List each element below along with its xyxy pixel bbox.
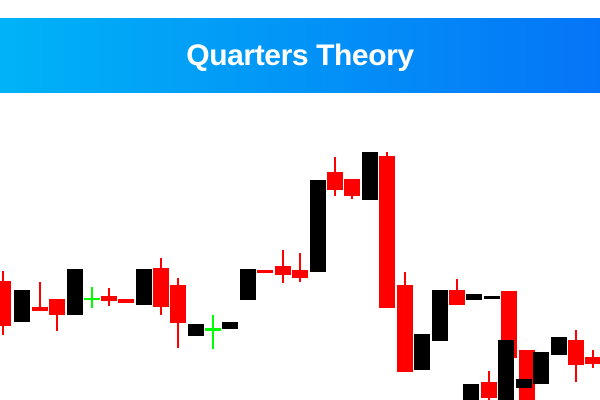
candle-body — [136, 269, 152, 305]
candle-body — [463, 384, 479, 400]
candle-wick — [212, 315, 214, 349]
candlestick — [0, 93, 600, 400]
candlestick — [0, 93, 600, 400]
candlestick — [0, 93, 600, 400]
candle-wick — [299, 253, 301, 282]
candlestick — [0, 93, 600, 400]
candle-body — [481, 382, 497, 398]
candlestick — [0, 93, 600, 400]
candlestick — [0, 93, 600, 400]
candlestick — [0, 93, 600, 400]
candlestick — [0, 93, 600, 400]
candle-body — [292, 270, 308, 278]
candle-body — [379, 156, 395, 308]
candles-layer — [0, 93, 600, 400]
candlestick — [0, 93, 600, 400]
candlestick — [0, 93, 600, 400]
candle-body — [585, 357, 600, 364]
candle-wick — [56, 299, 58, 331]
candlestick — [0, 93, 600, 400]
candlestick — [0, 93, 600, 400]
candle-body — [101, 296, 117, 301]
candle-body — [466, 294, 482, 300]
candlestick — [0, 93, 600, 400]
header-banner: Quarters Theory — [0, 18, 600, 93]
candlestick — [0, 93, 600, 400]
candlestick-chart — [0, 93, 600, 400]
candle-body — [0, 281, 11, 326]
candle-body — [568, 340, 584, 365]
candle-body — [170, 285, 186, 323]
candle-body — [362, 152, 378, 200]
candle-body — [516, 379, 532, 388]
candlestick — [0, 93, 600, 400]
candlestick — [0, 93, 600, 400]
candle-body — [498, 340, 514, 400]
candle-body — [397, 285, 413, 372]
candle-body — [14, 290, 30, 322]
candlestick — [0, 93, 600, 400]
candle-body — [275, 266, 291, 275]
candlestick — [0, 93, 600, 400]
candle-wick — [39, 282, 41, 311]
candlestick — [0, 93, 600, 400]
candle-body — [240, 269, 256, 300]
candlestick — [0, 93, 600, 400]
candle-body — [551, 337, 567, 355]
candlestick — [0, 93, 600, 400]
page-title: Quarters Theory — [186, 38, 414, 72]
candlestick — [0, 93, 600, 400]
candlestick — [0, 93, 600, 400]
candle-body — [414, 334, 430, 370]
candle-body — [153, 268, 169, 307]
candlestick — [0, 93, 600, 400]
candle-body — [188, 324, 204, 336]
candle-body — [484, 296, 500, 299]
candlestick — [0, 93, 600, 400]
candle-body — [222, 322, 238, 329]
candle-body — [118, 299, 134, 303]
candlestick — [0, 93, 600, 400]
candle-body — [257, 270, 273, 273]
candlestick — [0, 93, 600, 400]
candle-body — [432, 290, 448, 341]
candle-body — [67, 269, 83, 315]
candlestick — [0, 93, 600, 400]
candlestick — [0, 93, 600, 400]
candlestick — [0, 93, 600, 400]
candlestick — [0, 93, 600, 400]
candlestick — [0, 93, 600, 400]
candlestick — [0, 93, 600, 400]
candlestick — [0, 93, 600, 400]
candlestick — [0, 93, 600, 400]
candle-body — [84, 298, 100, 300]
candle-body — [310, 180, 326, 272]
candle-body — [205, 328, 221, 331]
candlestick — [0, 93, 600, 400]
candlestick — [0, 93, 600, 400]
candle-body — [449, 290, 465, 305]
candlestick — [0, 93, 600, 400]
candle-body — [49, 299, 65, 315]
candle-body — [533, 352, 549, 384]
candle-body — [32, 307, 48, 311]
candle-body — [344, 179, 360, 196]
candle-wick — [91, 287, 93, 308]
candle-body — [327, 172, 343, 190]
